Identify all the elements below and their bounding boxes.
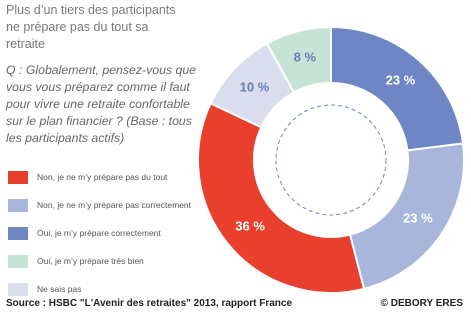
slice xyxy=(209,42,296,129)
slice xyxy=(330,25,465,152)
value-label: 36 % xyxy=(235,218,265,233)
legend-label: Non, je ne m’y prépare pas correctement xyxy=(37,200,192,210)
copyright: © DEBORY ERES xyxy=(380,298,463,309)
legend-item: Non, je ne m’y prépare pas du tout xyxy=(8,163,208,191)
value-label: 23 % xyxy=(386,73,416,88)
slice xyxy=(197,102,366,294)
inner-ring xyxy=(275,104,387,216)
legend-label: Oui, je m’y prépare très bien xyxy=(37,256,144,266)
legend-item: Non, je ne m’y prépare pas correctement xyxy=(8,191,208,219)
value-label: 8 % xyxy=(294,50,317,65)
legend-swatch xyxy=(8,226,28,240)
legend-item: Ne sais pas xyxy=(8,275,208,303)
legend-label: Ne sais pas xyxy=(37,284,82,294)
legend-swatch xyxy=(8,282,28,296)
legend-swatch xyxy=(8,198,28,212)
chart-title: Plus d’un tiers des participants ne prép… xyxy=(6,3,176,51)
legend-item: Oui, je m’y prépare correctement xyxy=(8,219,208,247)
question: Q : Globalement, pensez-vous que vous vo… xyxy=(6,63,197,145)
legend-swatch xyxy=(8,254,28,268)
legend-label: Oui, je m’y prépare correctement xyxy=(37,228,161,238)
value-label: 23 % xyxy=(403,210,433,225)
legend-label: Non, je ne m’y prépare pas du tout xyxy=(37,172,168,182)
source: Source : HSBC "L'Avenir des retraites" 2… xyxy=(6,298,293,309)
legend-item: Oui, je m’y prépare très bien xyxy=(8,247,208,275)
value-label: 10 % xyxy=(240,80,270,95)
legend-swatch xyxy=(8,170,28,184)
legend: Non, je ne m’y prépare pas du tout Non, j… xyxy=(8,163,208,303)
